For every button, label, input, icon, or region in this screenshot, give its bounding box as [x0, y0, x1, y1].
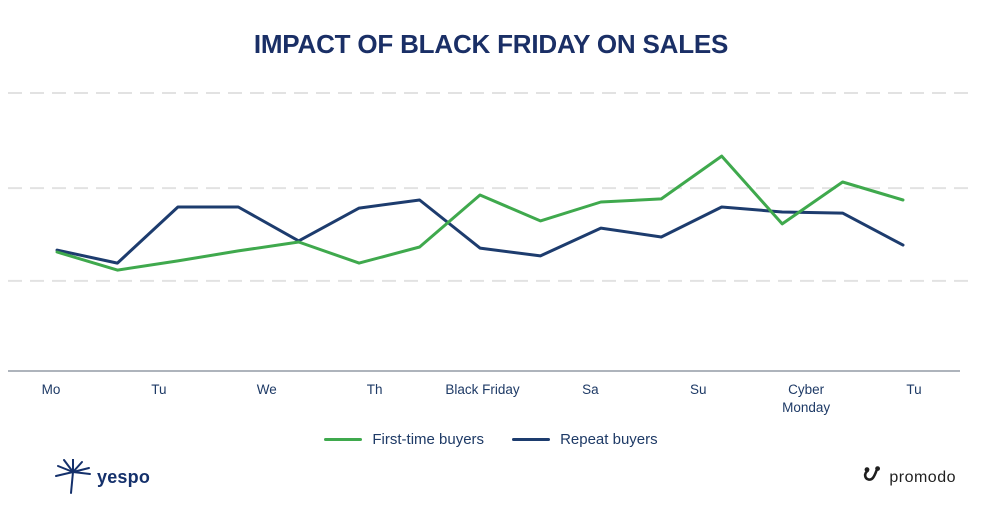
x-axis-label: Tu	[906, 382, 922, 397]
x-axis-label: Mo	[41, 382, 61, 397]
line-chart-plot	[8, 92, 974, 372]
x-axis-label: Black Friday	[445, 382, 520, 397]
x-axis-label: Th	[366, 382, 383, 397]
chart-legend: First-time buyers Repeat buyers	[0, 431, 982, 448]
yespo-wordmark: yespo	[97, 467, 151, 487]
legend-item: First-time buyers	[324, 431, 484, 448]
chart-title: IMPACT OF BLACK FRIDAY ON SALES	[253, 29, 729, 59]
yespo-starburst-icon	[54, 458, 92, 500]
x-axis-label: Tu	[151, 382, 167, 397]
legend-swatch-icon	[512, 438, 551, 441]
legend-swatch-icon	[324, 438, 363, 441]
promodo-wordmark: promodo	[889, 469, 956, 486]
promodo-logo: promodo	[862, 465, 956, 491]
x-axis-label: Su	[689, 382, 707, 397]
x-axis-label: We	[256, 382, 277, 397]
series-line-first-time-buyers	[55, 154, 905, 272]
legend-item: Repeat buyers	[512, 431, 658, 448]
series-line-repeat-buyers	[55, 198, 905, 265]
legend-label: Repeat buyers	[560, 431, 658, 448]
x-axis-label: Cyber Monday	[782, 382, 831, 416]
x-axis-label: Sa	[582, 382, 599, 397]
promodo-mark-icon	[862, 465, 883, 491]
yespo-logo: yespo	[54, 458, 151, 500]
x-axis-labels: Mo Tu We Th Black Friday Sa Su Cyber Monday Tu	[0, 381, 982, 423]
legend-label: First-time buyers	[372, 431, 485, 448]
